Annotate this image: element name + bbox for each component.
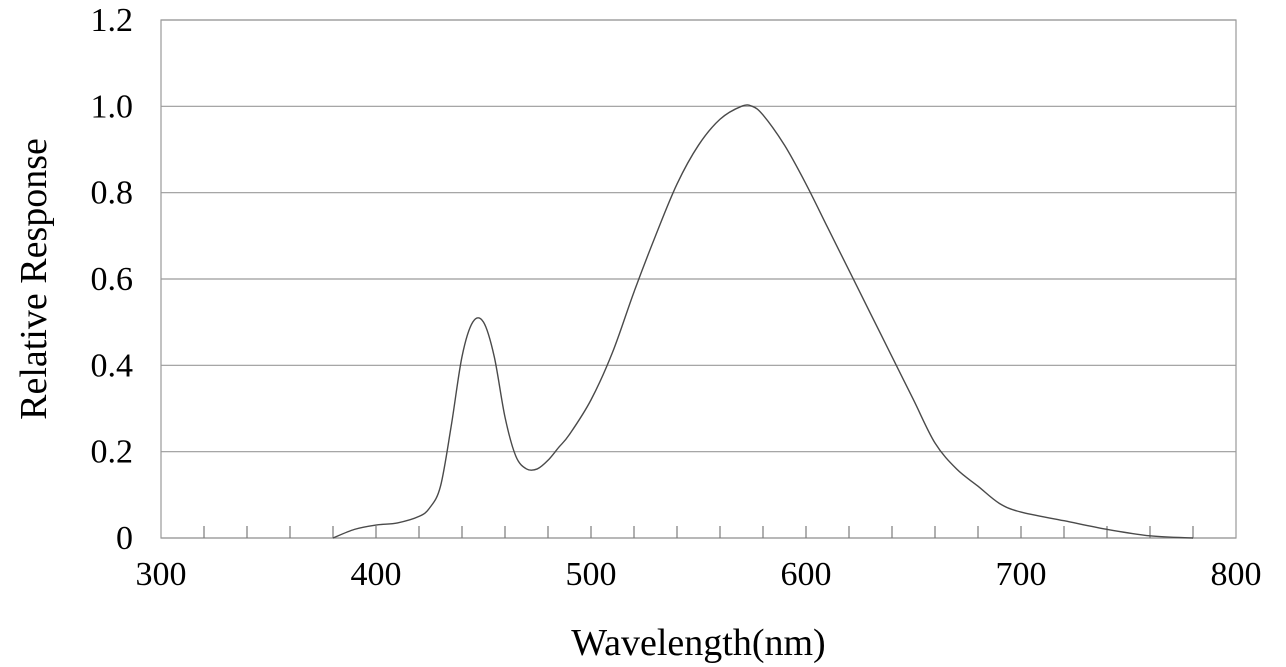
x-minor-ticks <box>203 526 1194 538</box>
y-axis-title: Relative Response <box>13 138 55 420</box>
x-tick-label: 800 <box>1211 556 1262 593</box>
x-tick-label: 600 <box>781 556 832 593</box>
y-tick-label: 0.2 <box>91 434 134 471</box>
x-tick-label: 300 <box>136 556 187 593</box>
y-tick-label: 0.8 <box>91 175 134 212</box>
y-tick-label: 1.0 <box>91 88 134 125</box>
x-tick-label: 400 <box>351 556 402 593</box>
plot-frame <box>160 19 1237 539</box>
y-tick-label: 0.4 <box>91 347 134 384</box>
x-axis-tick-labels: 300 400 500 600 700 800 <box>136 556 1262 593</box>
y-axis-tick-labels: 0 0.2 0.4 0.6 0.8 1.0 1.2 <box>91 2 134 557</box>
grid-layer <box>161 19 1236 539</box>
y-tick-label: 1.2 <box>91 2 134 39</box>
y-tick-label: 0.6 <box>91 261 134 298</box>
y-tick-label: 0 <box>116 520 133 557</box>
x-axis-title: Wavelength(nm) <box>571 622 825 664</box>
series-line <box>332 104 1194 539</box>
x-tick-label: 700 <box>996 556 1047 593</box>
x-tick-label: 500 <box>566 556 617 593</box>
